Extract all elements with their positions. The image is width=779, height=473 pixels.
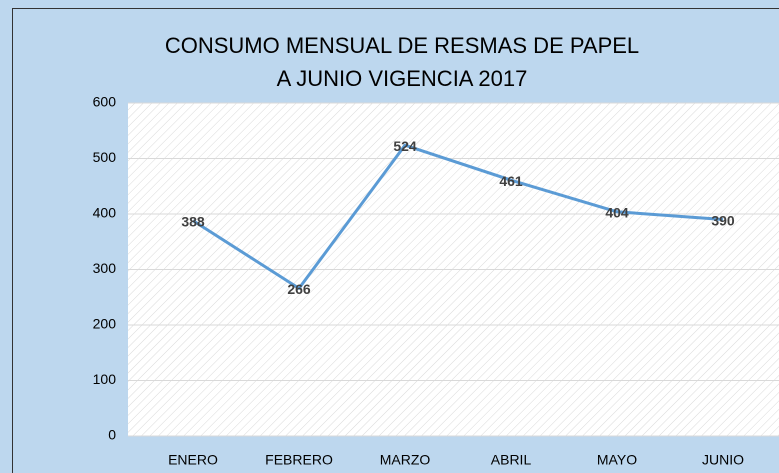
data-label: 390 — [711, 212, 735, 228]
y-tick-label: 0 — [108, 427, 116, 443]
y-tick-label: 300 — [93, 260, 117, 276]
y-tick-label: 600 — [93, 94, 117, 110]
chart-title: A JUNIO VIGENCIA 2017 — [277, 66, 528, 91]
y-tick-label: 400 — [93, 205, 117, 221]
data-label: 388 — [181, 213, 205, 229]
y-tick-label: 200 — [93, 316, 117, 332]
data-label: 461 — [499, 173, 523, 189]
data-label: 266 — [287, 281, 311, 297]
x-tick-label: MARZO — [380, 452, 431, 468]
x-tick-label: ENERO — [168, 452, 218, 468]
y-tick-label: 100 — [93, 371, 117, 387]
data-label: 524 — [393, 138, 417, 154]
x-tick-label: JUNIO — [702, 452, 744, 468]
x-tick-label: MAYO — [597, 452, 637, 468]
frame — [12, 8, 779, 473]
series-line — [192, 143, 724, 290]
chart-title: CONSUMO MENSUAL DE RESMAS DE PAPEL — [165, 33, 639, 58]
x-tick-label: ABRIL — [491, 452, 532, 468]
x-tick-label: FEBRERO — [265, 452, 333, 468]
y-tick-label: 500 — [93, 149, 117, 165]
data-label: 404 — [605, 204, 629, 220]
